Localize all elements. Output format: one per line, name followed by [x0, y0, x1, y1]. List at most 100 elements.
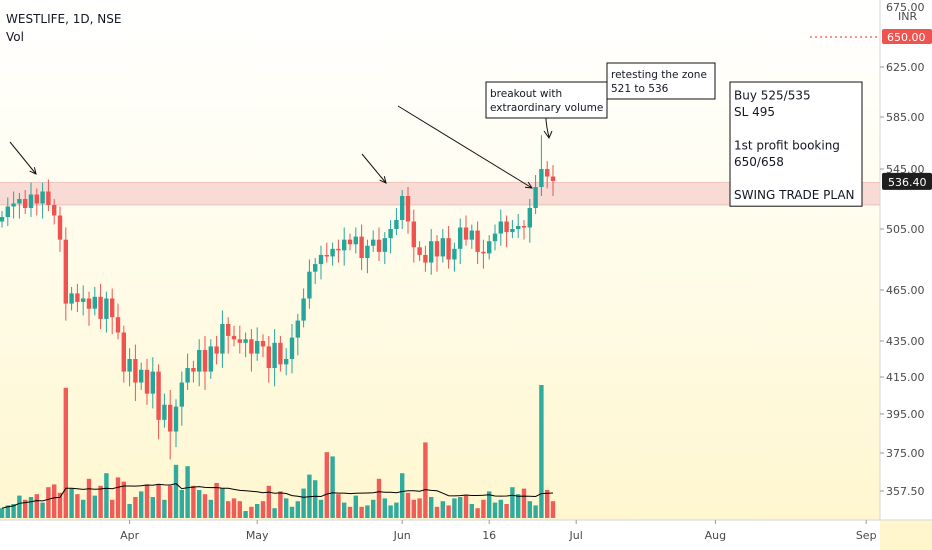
volume-bar — [423, 442, 428, 518]
candle — [365, 239, 370, 274]
note-breakout: breakout with extraordinary volume — [485, 81, 608, 119]
price-tick-label: 675.00 — [886, 1, 925, 14]
volume-bar — [168, 485, 173, 518]
candle-body — [342, 239, 347, 251]
candle — [521, 220, 527, 240]
candle — [545, 161, 550, 189]
volume-bar — [533, 505, 538, 518]
target-price-text: 650.00 — [887, 31, 926, 44]
candle — [498, 209, 503, 246]
volume-bar — [57, 492, 63, 518]
candle-body — [214, 346, 219, 354]
price-tick-label: 395.00 — [886, 408, 925, 421]
target-price-badge — [882, 29, 932, 44]
volume-bar — [243, 511, 248, 518]
volume-bar — [266, 485, 271, 518]
candle — [417, 241, 422, 262]
volume-bar — [278, 491, 283, 518]
candle — [185, 353, 190, 390]
candle — [226, 317, 231, 354]
volume-bar — [150, 497, 155, 518]
candle-body — [34, 194, 39, 204]
volume-bar — [504, 504, 509, 518]
volume-bar — [34, 494, 39, 518]
arrow-left-head — [29, 167, 37, 175]
volume-bar — [371, 499, 376, 518]
candle-body — [81, 298, 86, 302]
candle-body — [446, 238, 451, 260]
time-tick-label: Jun — [393, 529, 411, 542]
price-tick-label: 415.00 — [886, 371, 925, 384]
note-breakout-box — [485, 81, 608, 119]
volume-bar — [440, 501, 445, 518]
candle-body — [226, 324, 231, 336]
price-axis-bg — [880, 0, 932, 520]
candle — [197, 339, 202, 387]
volume-bar — [92, 495, 97, 518]
candle-body — [481, 251, 486, 254]
candle — [156, 364, 161, 440]
candle-body — [301, 298, 306, 321]
candle-body — [527, 208, 532, 228]
candle-body — [463, 227, 469, 240]
volume-bar — [156, 484, 161, 518]
volume-label: Vol — [6, 30, 24, 44]
candle-body — [423, 254, 428, 263]
candle — [220, 310, 225, 368]
candle-body — [359, 236, 364, 258]
volume-bar — [162, 499, 167, 518]
volume-bar — [191, 485, 196, 518]
candle — [40, 182, 45, 219]
candle — [202, 335, 208, 390]
volume-bar — [394, 502, 399, 518]
candle-body — [469, 230, 474, 240]
volume-bar — [40, 502, 45, 518]
candle — [23, 190, 28, 214]
candle-body — [28, 194, 34, 208]
candle — [550, 165, 556, 196]
volume-bar — [46, 487, 51, 518]
price-tick-label: 375.00 — [886, 447, 925, 460]
volume-bar — [458, 497, 463, 518]
candle — [533, 175, 538, 214]
candle — [440, 229, 445, 263]
candle-body — [278, 342, 283, 365]
volume-bar — [469, 504, 474, 518]
candle — [411, 209, 416, 263]
candle-body — [139, 369, 144, 383]
price-tick-label: 435.00 — [886, 335, 925, 348]
candle — [429, 229, 434, 275]
arrow-mid — [361, 153, 387, 184]
volume-bar — [434, 506, 440, 518]
candle-body — [17, 199, 22, 204]
candle — [284, 348, 289, 376]
volume-bar — [139, 491, 144, 518]
volume-bar — [104, 473, 109, 518]
volume-bar — [63, 387, 68, 518]
candle — [214, 335, 219, 365]
candle-body — [150, 371, 155, 394]
candle-body — [133, 359, 138, 383]
volume-bar — [301, 488, 306, 518]
candle — [434, 235, 440, 272]
candle-body — [92, 296, 97, 309]
volume-bar — [388, 505, 393, 518]
candle — [173, 399, 179, 448]
candle — [11, 191, 16, 219]
candle-body — [144, 369, 150, 394]
price-tick-label: 505.00 — [886, 223, 925, 236]
candle-body — [330, 248, 335, 257]
candle-body — [0, 217, 5, 222]
volume-bar — [75, 494, 80, 518]
candle-body — [313, 264, 318, 272]
time-tick-label: Jul — [569, 529, 583, 542]
volume-bar — [185, 466, 190, 518]
candle — [347, 233, 353, 251]
candle-body — [394, 220, 399, 229]
candle-body — [347, 239, 353, 245]
candle — [371, 230, 376, 252]
candle-body — [63, 239, 68, 304]
candle — [86, 291, 92, 326]
volume-bar — [365, 505, 370, 518]
